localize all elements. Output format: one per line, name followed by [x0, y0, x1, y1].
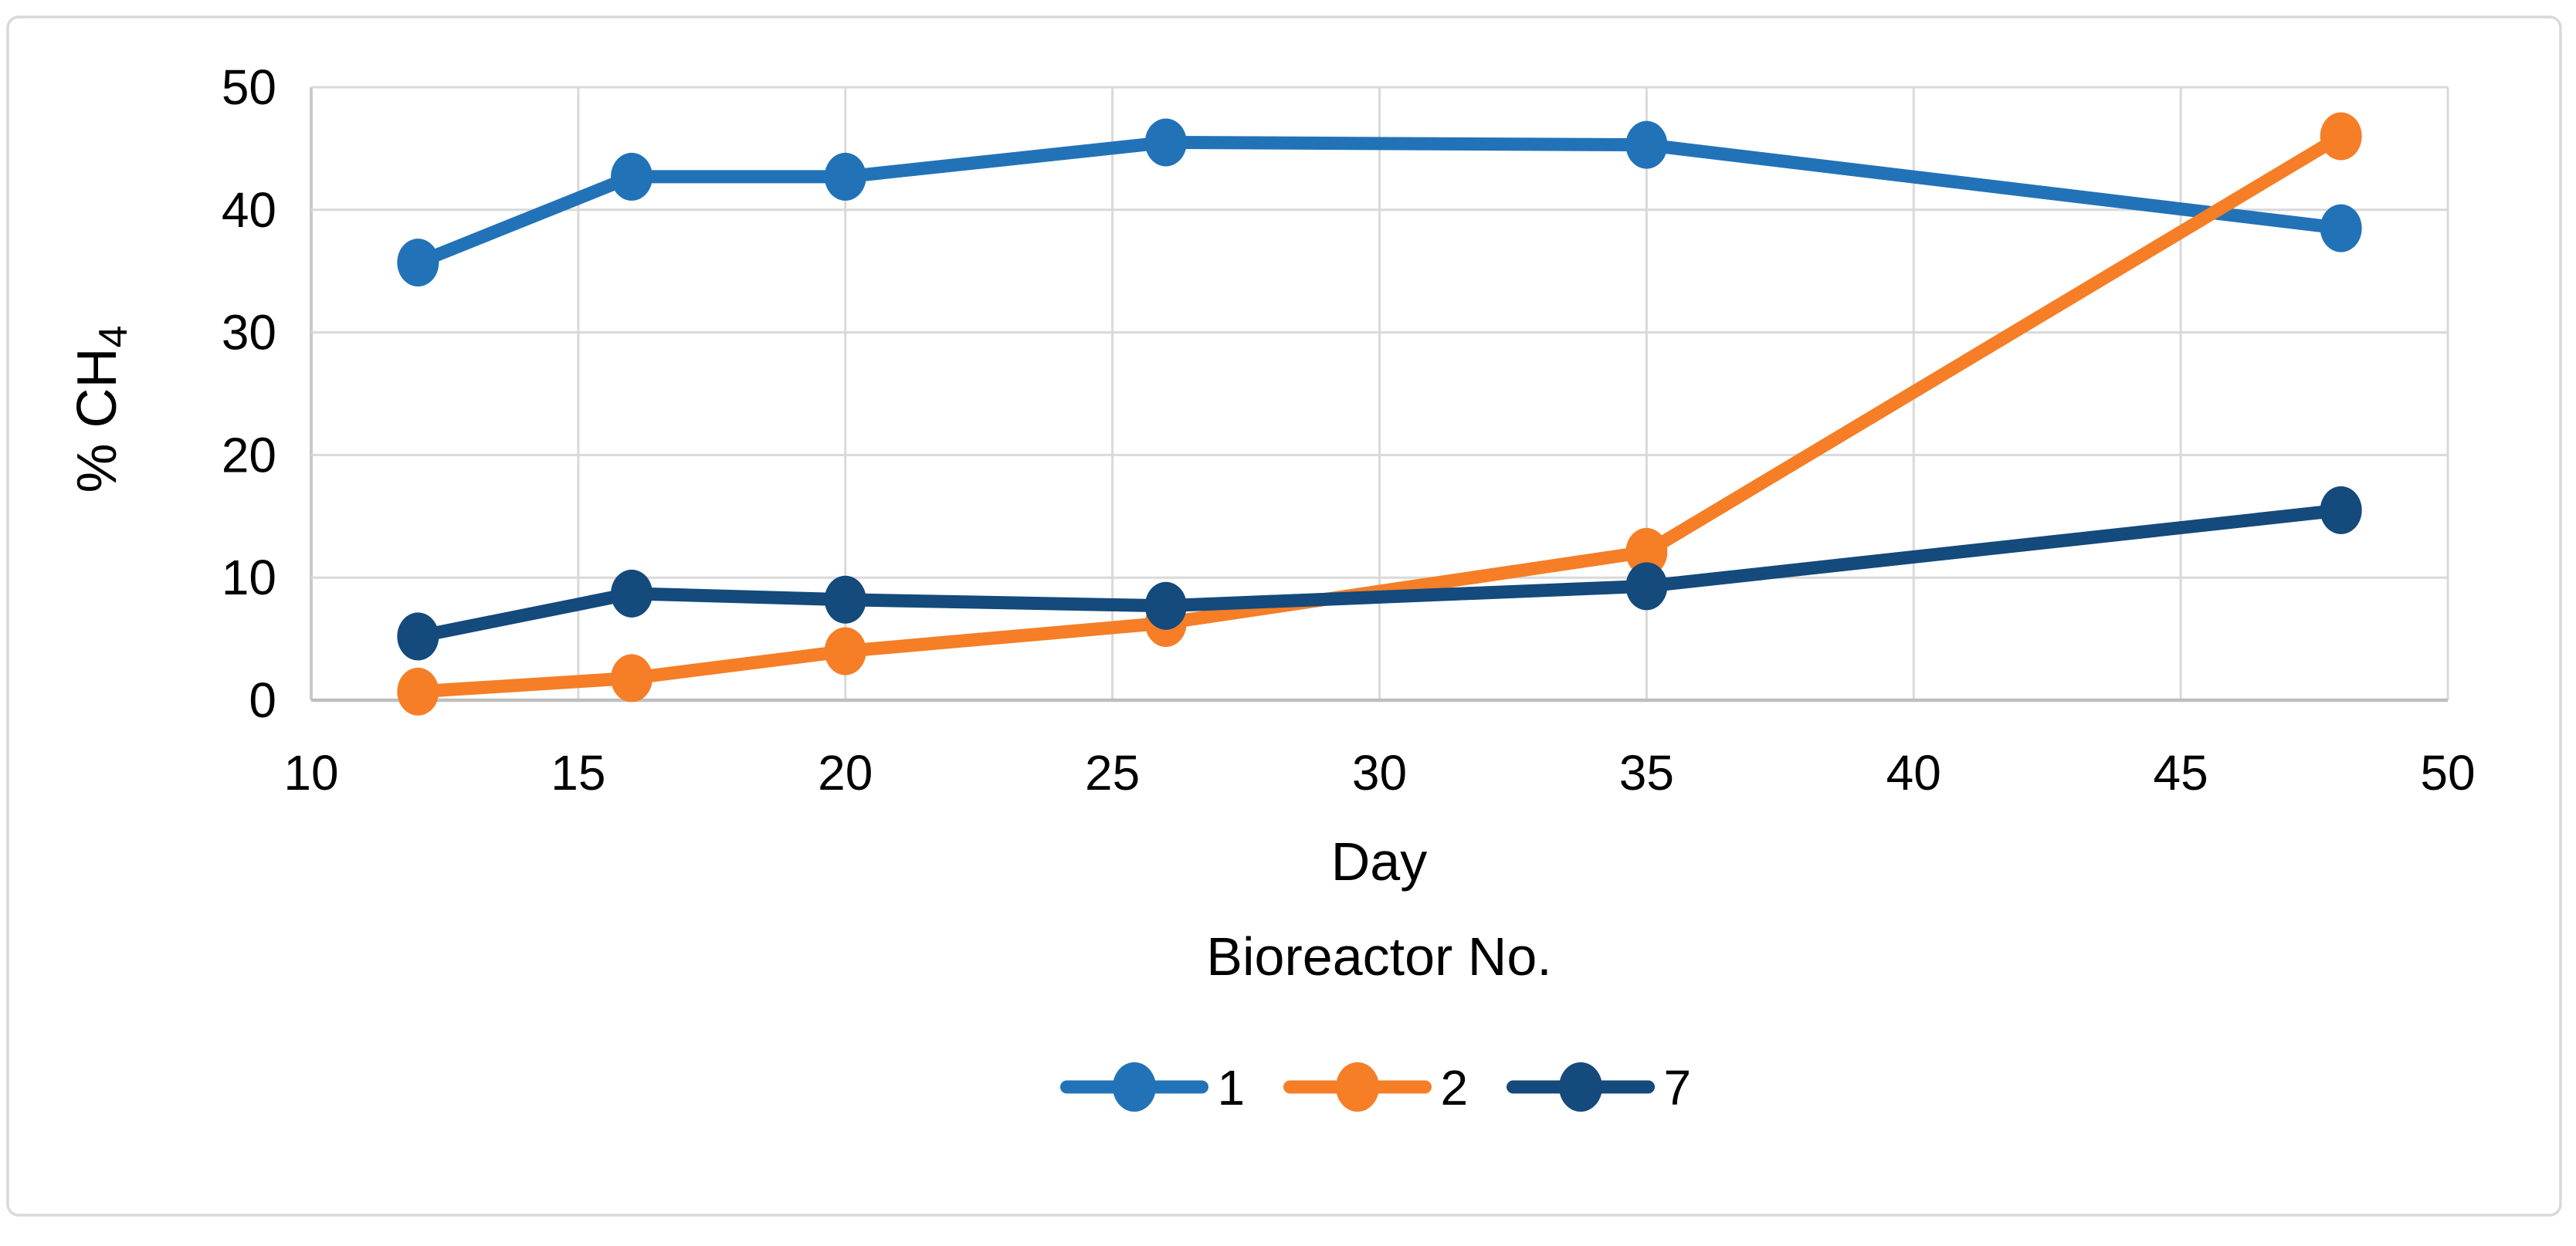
series-7-point: [611, 569, 653, 618]
series-1-point: [2320, 204, 2362, 252]
series-2: [397, 112, 2362, 716]
legend-marker-dot: [1113, 1062, 1156, 1112]
legend-item-2: 2: [1283, 1060, 1469, 1116]
y-axis-title: % CH4: [66, 326, 136, 493]
series-7-line: [411, 503, 2348, 643]
chart-border: [6, 15, 2562, 1217]
series-2-point: [397, 667, 439, 716]
x-tick-label: 20: [818, 745, 873, 801]
y-tick-label: 40: [222, 182, 276, 238]
series-1-point: [397, 239, 439, 287]
legend-marker-dot: [1559, 1062, 1602, 1112]
y-tick-label: 10: [222, 550, 276, 605]
series-7-point: [397, 612, 439, 661]
series-7-point: [2320, 486, 2362, 534]
x-tick-label: 50: [2420, 745, 2475, 801]
legend-item-1: 1: [1060, 1060, 1246, 1116]
series-7-point: [824, 575, 866, 624]
x-axis-title: Day: [1331, 831, 1427, 892]
series-7-point: [1625, 562, 1668, 611]
y-tick-label: 20: [222, 427, 276, 482]
legend-label: 7: [1664, 1060, 1692, 1116]
y-axis-title-subscript: 4: [91, 326, 136, 348]
legend-marker-dot: [1336, 1062, 1379, 1112]
x-axis-tick-labels: 10 15 20 25 30 35 40 45 50: [283, 745, 2475, 801]
x-tick-label: 25: [1085, 745, 1140, 801]
series-1-point: [1625, 120, 1668, 169]
y-tick-label: 50: [222, 59, 276, 115]
legend-item-7: 7: [1507, 1060, 1692, 1116]
series-7-point: [1144, 581, 1187, 630]
legend-label: 2: [1441, 1060, 1469, 1116]
series-2-line: [411, 130, 2348, 699]
series-2-point: [1625, 527, 1668, 576]
legend: 1 2 7: [1060, 1060, 1692, 1116]
series-1-point: [824, 152, 866, 201]
x-tick-label: 40: [1886, 745, 1941, 801]
series-1-point: [1144, 118, 1187, 167]
series-7: [397, 486, 2362, 661]
series-2-point: [824, 627, 866, 675]
series-2-point: [2320, 112, 2362, 161]
x-tick-label: 35: [1619, 745, 1674, 801]
series-group: [397, 112, 2362, 716]
y-tick-label: 0: [249, 672, 276, 728]
legend-label: 1: [1218, 1060, 1246, 1116]
series-2-point: [611, 654, 653, 703]
y-axis-title-main: % CH: [66, 347, 128, 493]
series-1-line: [411, 135, 2348, 269]
x-tick-label: 10: [283, 745, 338, 801]
y-axis-tick-labels: 0 10 20 30 40 50: [222, 59, 276, 728]
legend-title: Bioreactor No.: [1206, 926, 1551, 987]
y-tick-label: 30: [222, 305, 276, 361]
x-tick-label: 30: [1352, 745, 1407, 801]
series-1-point: [611, 152, 653, 201]
gridlines: [310, 86, 2449, 703]
x-tick-label: 15: [551, 745, 605, 801]
series-1: [397, 118, 2362, 287]
x-tick-label: 45: [2154, 745, 2208, 801]
